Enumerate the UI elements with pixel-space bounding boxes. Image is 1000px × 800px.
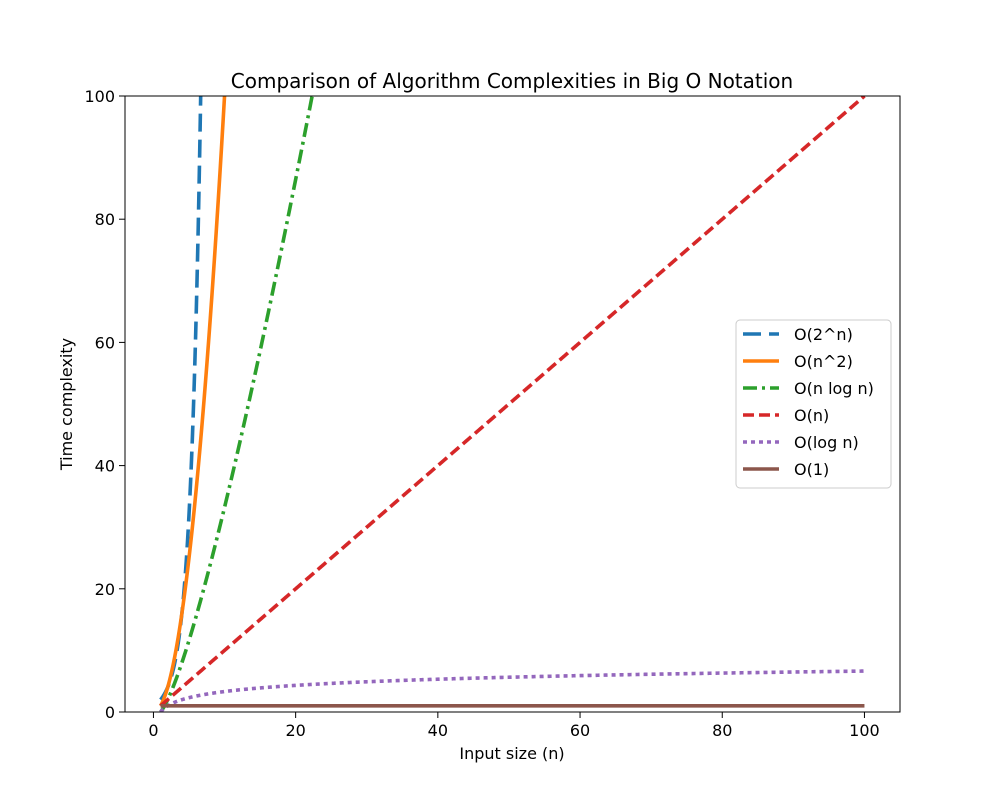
- series-line: [158, 96, 227, 708]
- legend-entry: O(2^n): [794, 325, 853, 344]
- legend-entry: O(n log n): [794, 379, 874, 398]
- y-tick-label: 100: [84, 87, 115, 106]
- y-tick-label: 0: [105, 703, 115, 722]
- series-line: [159, 96, 314, 712]
- series-line: [159, 96, 866, 708]
- legend-entry: O(n): [794, 406, 829, 425]
- x-axis-label: Input size (n): [459, 744, 564, 763]
- y-tick-label: 20: [95, 580, 115, 599]
- x-tick-label: 80: [712, 721, 732, 740]
- x-tick-label: 40: [428, 721, 448, 740]
- x-tick-label: 60: [570, 721, 590, 740]
- legend-entry: O(1): [794, 460, 829, 479]
- y-tick-label: 80: [95, 210, 115, 229]
- x-tick-label: 100: [849, 721, 880, 740]
- y-tick-label: 40: [95, 457, 115, 476]
- legend-entry: O(log n): [794, 433, 859, 452]
- legend-entry: O(n^2): [794, 352, 853, 371]
- y-axis-label: Time complexity: [57, 338, 76, 471]
- y-tick-label: 60: [95, 333, 115, 352]
- x-tick-label: 0: [148, 721, 158, 740]
- chart-title: Comparison of Algorithm Complexities in …: [231, 69, 793, 93]
- legend: O(2^n) O(n^2) O(n log n) O(n) O(log n) O(1): [735, 319, 892, 489]
- plot-frame: [124, 95, 901, 713]
- series-line: [159, 669, 866, 712]
- x-tick-label: 20: [285, 721, 305, 740]
